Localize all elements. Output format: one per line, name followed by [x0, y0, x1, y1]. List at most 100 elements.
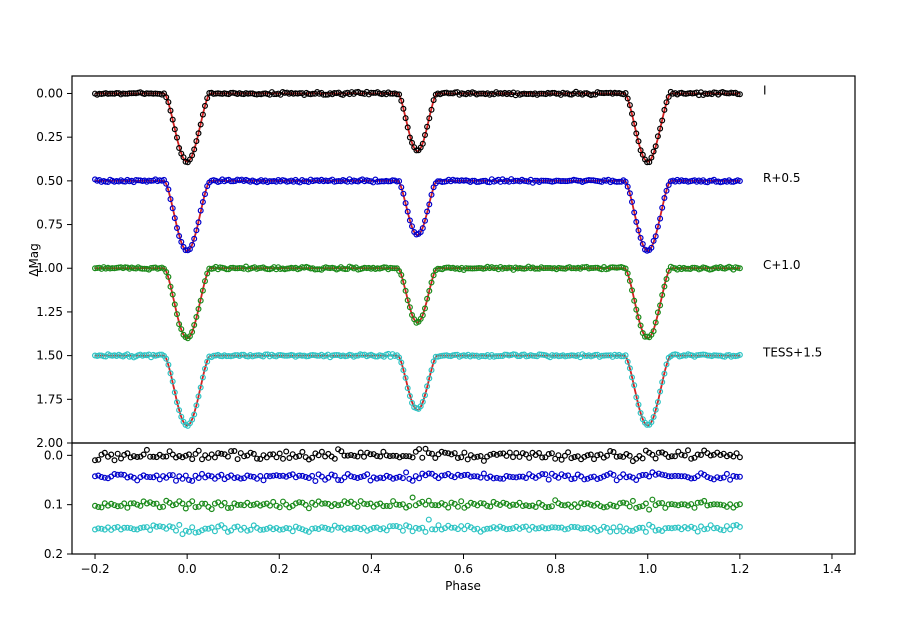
series-label-i: I [763, 84, 767, 98]
residual-r [186, 477, 193, 484]
point-r [398, 184, 405, 191]
residual-tess [270, 526, 277, 533]
residual-r [646, 473, 653, 480]
point-tess [424, 383, 431, 390]
residual-i [438, 448, 445, 455]
residual-r [506, 473, 513, 480]
point-i [400, 105, 407, 112]
residual-i [555, 452, 562, 459]
residual-i [610, 449, 617, 456]
residual-i [215, 450, 222, 457]
residual-c [192, 504, 199, 511]
residual-r [263, 472, 270, 479]
residual-r [642, 471, 649, 478]
point-i [195, 130, 202, 137]
residual-c [584, 500, 591, 507]
point-tess [199, 374, 206, 381]
residual-r [610, 471, 617, 478]
point-r [628, 198, 635, 205]
residual-r [720, 474, 727, 481]
residual-i [516, 453, 523, 460]
point-r [404, 208, 411, 215]
residual-r [633, 477, 640, 484]
residual-i [182, 452, 189, 459]
residual-r [383, 472, 390, 479]
residual-c [150, 500, 157, 507]
residual-i [697, 452, 704, 459]
residual-c [646, 506, 653, 513]
residual-r [117, 471, 124, 478]
point-tess [654, 399, 661, 406]
point-r [419, 225, 426, 232]
residual-tess [607, 528, 614, 535]
residual-i [448, 451, 455, 458]
point-tess [736, 351, 743, 358]
point-tess [167, 370, 174, 377]
point-tess [398, 359, 405, 366]
residual-tess [328, 526, 335, 533]
point-i [628, 110, 635, 117]
residual-c [445, 504, 452, 511]
residual-r [733, 473, 740, 480]
residual-c [169, 502, 176, 509]
residual-c [108, 500, 115, 507]
residual-tess [458, 523, 465, 530]
residual-c [211, 500, 218, 507]
residual-r [438, 472, 445, 479]
point-i [202, 102, 209, 109]
residual-tess [335, 524, 342, 531]
residual-tess [633, 526, 640, 533]
point-tess [178, 413, 185, 420]
residual-r [95, 472, 102, 479]
residual-i [390, 452, 397, 459]
residual-tess [548, 524, 555, 531]
residual-r [425, 470, 432, 477]
residual-c [484, 502, 491, 509]
residual-c [322, 500, 329, 507]
residual-r [529, 473, 536, 480]
residual-r [613, 477, 620, 484]
residual-i [503, 452, 510, 459]
residual-tess [202, 525, 209, 532]
residual-r [299, 472, 306, 479]
residual-tess [325, 525, 332, 532]
residual-i [108, 451, 115, 458]
residual-tess [581, 525, 588, 532]
residual-tess [370, 524, 377, 531]
fit-line-c [95, 267, 740, 339]
point-i [654, 133, 661, 140]
point-i [624, 95, 631, 102]
residual-r [127, 473, 134, 480]
residual-i [675, 448, 682, 455]
point-i [394, 91, 401, 98]
residual-tess [701, 526, 708, 533]
residual-tess [539, 524, 546, 531]
residual-i [351, 452, 358, 459]
residual-tess [234, 523, 241, 530]
residual-tess [412, 524, 419, 531]
residual-r [623, 474, 630, 481]
residual-tess [189, 524, 196, 531]
residual-tess [532, 525, 539, 532]
residual-i [477, 453, 484, 460]
residual-c [276, 504, 283, 511]
residual-r [493, 474, 500, 481]
point-c [419, 312, 426, 319]
residual-i [176, 453, 183, 460]
point-c [178, 326, 185, 333]
residual-tess [610, 524, 617, 531]
point-c [342, 266, 349, 273]
residual-i [613, 453, 620, 460]
residual-c [202, 500, 209, 507]
residual-i [211, 454, 218, 461]
point-i [734, 91, 741, 98]
residual-tess [545, 525, 552, 532]
residual-c [367, 500, 374, 507]
point-r [631, 209, 638, 216]
residual-c [616, 500, 623, 507]
point-i [665, 93, 672, 100]
point-tess [171, 389, 178, 396]
residual-c [338, 501, 345, 508]
residual-c [694, 499, 701, 506]
point-r [648, 244, 655, 251]
